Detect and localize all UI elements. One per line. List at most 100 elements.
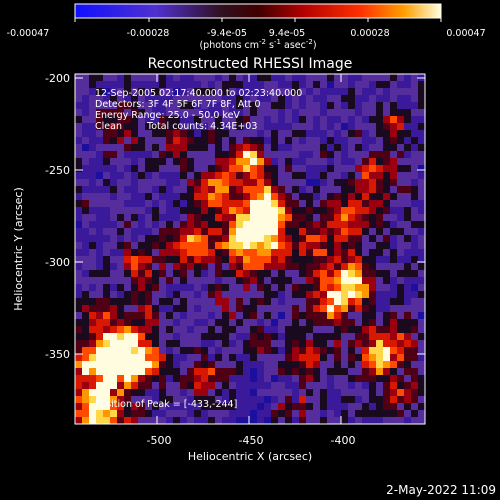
- image-pixel: [82, 144, 89, 151]
- image-pixel: [208, 102, 215, 109]
- image-pixel: [180, 382, 187, 389]
- image-pixel: [208, 235, 215, 242]
- image-pixel: [117, 319, 124, 326]
- image-pixel: [383, 347, 390, 354]
- image-pixel: [243, 207, 250, 214]
- image-pixel: [173, 207, 180, 214]
- image-pixel: [271, 312, 278, 319]
- image-pixel: [208, 74, 215, 81]
- image-pixel: [355, 102, 362, 109]
- image-pixel: [320, 151, 327, 158]
- image-pixel: [418, 312, 425, 319]
- image-pixel: [404, 389, 411, 396]
- image-pixel: [348, 256, 355, 263]
- image-pixel: [215, 151, 222, 158]
- image-pixel: [103, 410, 110, 417]
- image-pixel: [82, 242, 89, 249]
- image-pixel: [145, 151, 152, 158]
- image-pixel: [145, 158, 152, 165]
- image-pixel: [376, 284, 383, 291]
- image-pixel: [334, 109, 341, 116]
- image-pixel: [257, 333, 264, 340]
- image-pixel: [159, 396, 166, 403]
- image-pixel: [152, 95, 159, 102]
- image-pixel: [194, 158, 201, 165]
- image-pixel: [355, 375, 362, 382]
- image-pixel: [376, 102, 383, 109]
- image-pixel: [250, 172, 257, 179]
- image-pixel: [124, 347, 131, 354]
- image-pixel: [250, 144, 257, 151]
- image-pixel: [292, 326, 299, 333]
- image-pixel: [236, 81, 243, 88]
- image-pixel: [271, 403, 278, 410]
- image-pixel: [124, 81, 131, 88]
- image-pixel: [264, 270, 271, 277]
- image-pixel: [348, 228, 355, 235]
- image-pixel: [306, 382, 313, 389]
- image-pixel: [362, 158, 369, 165]
- image-pixel: [369, 221, 376, 228]
- image-pixel: [264, 375, 271, 382]
- image-pixel: [264, 186, 271, 193]
- image-pixel: [348, 123, 355, 130]
- image-pixel: [236, 109, 243, 116]
- image-pixel: [89, 284, 96, 291]
- image-pixel: [103, 74, 110, 81]
- image-pixel: [313, 130, 320, 137]
- image-pixel: [271, 389, 278, 396]
- image-pixel: [299, 396, 306, 403]
- image-pixel: [103, 249, 110, 256]
- image-pixel: [82, 347, 89, 354]
- image-pixel: [110, 109, 117, 116]
- image-pixel: [215, 403, 222, 410]
- image-pixel: [397, 298, 404, 305]
- image-pixel: [138, 151, 145, 158]
- image-pixel: [257, 130, 264, 137]
- image-pixel: [362, 333, 369, 340]
- image-pixel: [159, 130, 166, 137]
- image-pixel: [187, 95, 194, 102]
- image-pixel: [103, 382, 110, 389]
- image-pixel: [96, 305, 103, 312]
- image-pixel: [306, 109, 313, 116]
- image-pixel: [159, 326, 166, 333]
- image-pixel: [348, 263, 355, 270]
- image-pixel: [334, 207, 341, 214]
- image-pixel: [306, 284, 313, 291]
- image-pixel: [341, 144, 348, 151]
- image-pixel: [229, 200, 236, 207]
- image-pixel: [201, 263, 208, 270]
- image-pixel: [390, 368, 397, 375]
- image-pixel: [404, 375, 411, 382]
- image-pixel: [103, 242, 110, 249]
- image-pixel: [397, 410, 404, 417]
- image-pixel: [271, 172, 278, 179]
- image-pixel: [131, 263, 138, 270]
- image-pixel: [355, 256, 362, 263]
- image-pixel: [271, 361, 278, 368]
- image-pixel: [194, 284, 201, 291]
- image-pixel: [257, 375, 264, 382]
- image-pixel: [159, 375, 166, 382]
- image-pixel: [124, 144, 131, 151]
- image-pixel: [229, 410, 236, 417]
- image-pixel: [236, 396, 243, 403]
- image-pixel: [327, 361, 334, 368]
- image-pixel: [271, 305, 278, 312]
- image-pixel: [341, 326, 348, 333]
- image-pixel: [313, 228, 320, 235]
- image-pixel: [264, 368, 271, 375]
- image-pixel: [320, 249, 327, 256]
- image-pixel: [243, 403, 250, 410]
- image-pixel: [173, 88, 180, 95]
- image-pixel: [257, 221, 264, 228]
- image-pixel: [173, 242, 180, 249]
- image-pixel: [313, 319, 320, 326]
- image-pixel: [299, 207, 306, 214]
- image-pixel: [292, 130, 299, 137]
- image-pixel: [173, 312, 180, 319]
- image-pixel: [215, 130, 222, 137]
- image-pixel: [299, 403, 306, 410]
- image-pixel: [320, 263, 327, 270]
